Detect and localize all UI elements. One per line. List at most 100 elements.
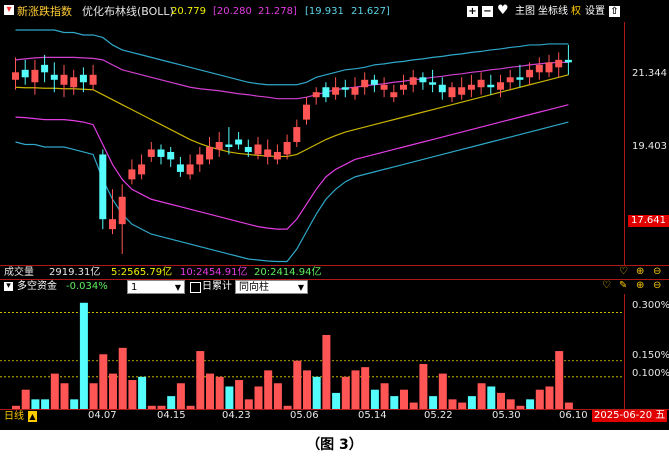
collapse-icon[interactable]: ▾ — [4, 5, 14, 15]
indicator-bar — [147, 405, 156, 409]
candle-body — [380, 84, 388, 90]
indicator-name[interactable]: 优化布林线(BOLL) — [82, 5, 174, 18]
candle-body — [70, 77, 78, 88]
add-icon[interactable]: + — [467, 6, 478, 17]
candle-body — [89, 74, 97, 85]
price-tick: 19.403 — [632, 141, 667, 152]
indicator-bar — [487, 386, 496, 409]
indicator-bar — [109, 373, 117, 409]
indicator-bar — [176, 383, 185, 409]
heart-outline-icon[interactable]: ♡ — [602, 280, 611, 291]
indicator-bar — [312, 376, 321, 409]
candle-body — [370, 79, 378, 85]
candle-body — [206, 146, 213, 160]
period-toggle-icon[interactable]: ▲ — [28, 411, 37, 422]
candle-body — [283, 142, 291, 155]
indicator-bar — [254, 386, 263, 409]
boll-inner-lower-value: [20.280 — [213, 6, 252, 17]
indicator-tick: 0.150% — [632, 350, 669, 361]
indicator-bar — [215, 376, 224, 409]
top-info-bar: ▾ 新涨跌指数 优化布林线(BOLL) 20.779 [20.280 21.27… — [0, 0, 669, 22]
candle-body — [293, 127, 301, 143]
volume-info-bar: 成交量 2919.31亿 5:2565.79亿 10:2454.91亿 20:2… — [0, 265, 669, 280]
indicator-bar — [186, 405, 195, 409]
zoom-out-icon[interactable]: ⊖ — [653, 280, 662, 291]
candle-body — [467, 84, 475, 90]
candle-body — [21, 69, 29, 78]
wrench-icon[interactable]: ✎ — [619, 280, 628, 291]
indicator-tick: 0.100% — [632, 368, 669, 379]
boll-mid-value: 20.779 — [171, 6, 206, 17]
bar-mode-select[interactable]: 同向柱 ▼ — [235, 280, 308, 294]
indicator-bar — [467, 396, 476, 409]
indicator-bar — [31, 399, 40, 409]
indicator-bar — [99, 354, 108, 409]
settings-button[interactable]: 设置 — [585, 6, 605, 17]
bar-mode-value: 同向柱 — [239, 282, 269, 293]
volume-label: 成交量 — [4, 267, 34, 278]
indicator-bar — [516, 405, 525, 409]
rights-button[interactable]: 权 — [571, 6, 581, 17]
indicator-bar — [128, 380, 137, 409]
candle-body — [12, 72, 19, 80]
indicator-bar — [70, 399, 79, 409]
indicator-bar — [322, 334, 331, 409]
candle-body — [244, 146, 252, 152]
date-tick: 05.22 — [424, 410, 453, 421]
boll-lower-line — [15, 121, 569, 263]
coordinate-line-button[interactable]: 坐标线 — [538, 6, 568, 17]
candle-body — [448, 87, 456, 98]
main-chart-button[interactable]: 主图 — [515, 6, 535, 17]
indicator-bar — [448, 399, 457, 409]
date-tick: 06.10 — [559, 410, 588, 421]
indicator-tick: 0.300% — [632, 300, 669, 311]
price-chart[interactable] — [0, 22, 669, 265]
indicator-bar — [12, 405, 20, 409]
candle-body — [167, 151, 175, 160]
price-tick-current: 17.641 — [628, 215, 669, 227]
zoom-out-icon[interactable]: ⊖ — [653, 266, 662, 277]
candle-body — [506, 77, 514, 83]
indicator-bar — [196, 351, 205, 409]
zoom-in-icon[interactable]: ⊕ — [636, 266, 645, 277]
indicator-bar — [235, 380, 244, 409]
zoom-in-icon[interactable]: ⊕ — [636, 280, 645, 291]
candle-body — [361, 79, 369, 88]
candle-body — [138, 164, 146, 175]
indicator-bar — [225, 386, 234, 409]
indicator-bar — [506, 399, 515, 409]
minus-icon[interactable]: − — [482, 6, 493, 17]
heart-outline-icon[interactable]: ♡ — [619, 266, 628, 277]
indicator-bar — [438, 373, 447, 409]
maximize-icon[interactable]: ⇧ — [609, 6, 620, 17]
candle-body — [99, 154, 107, 220]
indicator-bar — [157, 405, 166, 409]
candle-body — [60, 74, 68, 85]
period-select[interactable]: 1 ▼ — [127, 280, 185, 294]
indicator-bar — [555, 351, 564, 409]
date-tick: 05.06 — [290, 410, 319, 421]
indicator-bar — [458, 402, 467, 409]
volume-ma20: 20:2414.94亿 — [254, 267, 322, 278]
heart-icon[interactable]: ♥ — [497, 3, 509, 18]
date-axis: 日线 ▲ 04.07 04.15 04.23 05.06 05.14 05.22… — [0, 409, 669, 430]
indicator-name[interactable]: 多空资金 — [17, 281, 57, 292]
candle-body — [303, 104, 310, 120]
indicator-bar — [264, 370, 273, 409]
candle-body — [351, 87, 359, 95]
candle-body — [215, 142, 223, 150]
boll-mid-line — [15, 74, 569, 158]
volume-ma10: 10:2454.91亿 — [180, 267, 248, 278]
candle-body — [273, 151, 281, 160]
expand-icon[interactable]: ▾ — [4, 282, 13, 291]
chevron-down-icon: ▼ — [297, 283, 304, 292]
period-label[interactable]: 日线 — [4, 411, 24, 422]
candle-body — [400, 84, 407, 90]
candle-body — [157, 149, 165, 157]
indicator-bar — [41, 399, 50, 409]
indicator-bar — [89, 383, 98, 409]
boll-inner-upper-value: 21.278] — [258, 6, 297, 17]
indicator-chart[interactable] — [0, 294, 669, 409]
indicator-bar — [535, 389, 544, 409]
cumulative-checkbox[interactable] — [190, 282, 201, 293]
